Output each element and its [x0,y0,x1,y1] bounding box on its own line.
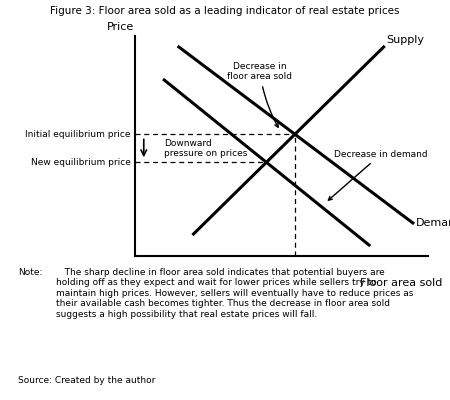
Text: New equilibrium price: New equilibrium price [31,158,130,167]
Text: Figure 3: Floor area sold as a leading indicator of real estate prices: Figure 3: Floor area sold as a leading i… [50,6,400,16]
Text: Floor area sold: Floor area sold [360,278,442,288]
Text: Decrease in demand: Decrease in demand [328,150,428,200]
Text: Decrease in
floor area sold: Decrease in floor area sold [227,62,292,127]
Text: Downward
pressure on prices: Downward pressure on prices [164,138,248,158]
Text: The sharp decline in floor area sold indicates that potential buyers are
holding: The sharp decline in floor area sold ind… [56,268,414,318]
Text: Source: Created by the author: Source: Created by the author [18,376,155,385]
Text: Price: Price [107,22,134,32]
Text: Supply: Supply [387,35,424,45]
Text: Demand: Demand [416,218,450,228]
Text: Initial equilibrium price: Initial equilibrium price [25,130,130,139]
Text: Note:: Note: [18,268,42,277]
